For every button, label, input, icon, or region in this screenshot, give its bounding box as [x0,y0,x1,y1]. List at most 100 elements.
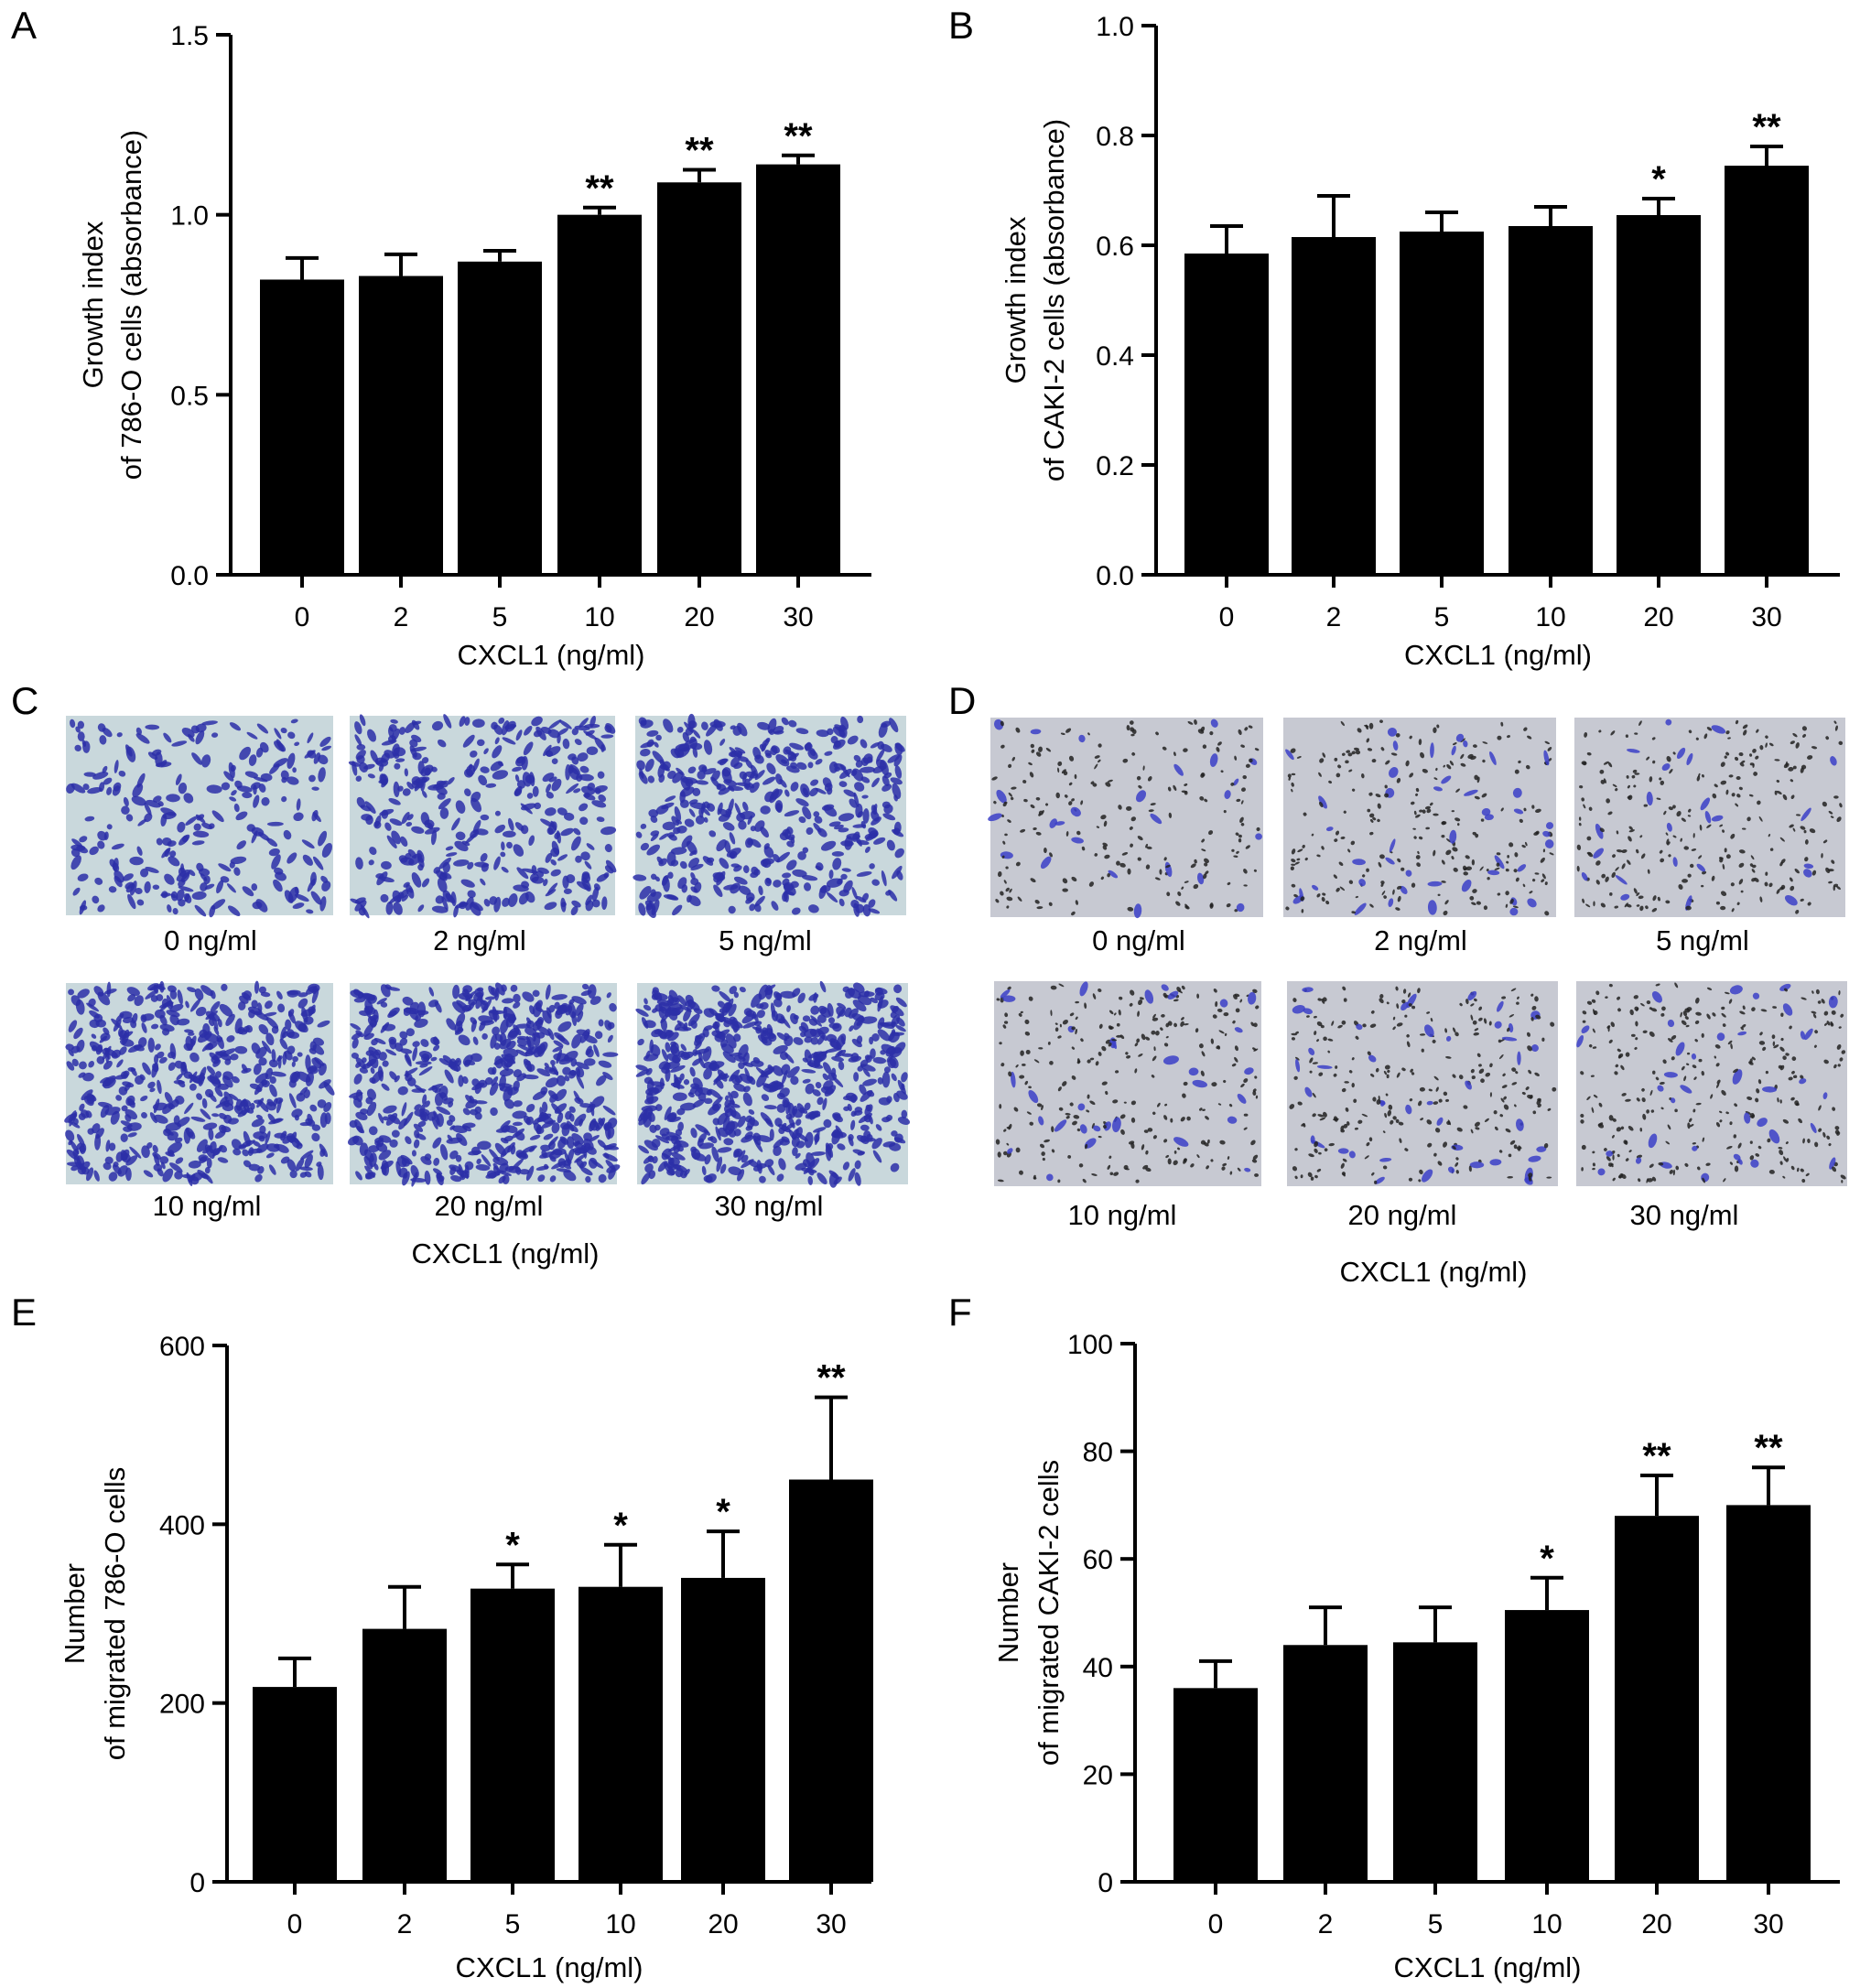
x-tick-label: 5 [1428,1909,1444,1939]
panel-letter-a: A [11,4,37,47]
significance-marker: ** [784,116,813,157]
micrograph-image [633,713,906,919]
bar [1292,237,1376,575]
y-axis-title-line-2: of CAKI-2 cells (absorbance) [1038,119,1070,481]
bar [557,214,642,575]
micrograph-image [635,980,911,1188]
y-axis-title-line-1: Number [992,1562,1024,1663]
micrograph-caption: 30 ng/ml [1630,1199,1739,1231]
micrograph-caption: 30 ng/ml [715,1190,824,1222]
bar [253,1687,337,1882]
significance-marker: ** [1642,1436,1671,1476]
x-tick-label: 5 [505,1909,521,1939]
micrograph-image [66,716,333,918]
x-tick-label: 0 [287,1909,303,1939]
bar [1283,1645,1368,1882]
micrograph-panel-c: C 0 ng/ml 2 ng/ml 5 ng/ml 10 ng/ml 20 ng… [11,679,911,1270]
micrograph-image [1283,718,1556,917]
micrograph-panel-d: D 0 ng/ml 2 ng/ml 5 ng/ml 10 ng/ml 20 ng… [948,679,1847,1288]
y-tick-label: 0.0 [170,561,209,591]
panel-letter-c: C [11,679,38,722]
micrograph-caption: 2 ng/ml [1374,924,1467,956]
y-tick-label: 60 [1083,1545,1113,1575]
significance-marker: * [1540,1539,1554,1579]
micrograph-image [1287,981,1558,1186]
y-tick-label: 200 [159,1690,205,1720]
x-tick-label: 2 [1326,602,1342,632]
x-tick-label: 2 [397,1909,413,1939]
bar [1173,1688,1258,1882]
y-tick-label: 600 [159,1332,205,1362]
micrograph-image [988,718,1263,919]
x-tick-label: 10 [1535,602,1565,632]
x-tick-label: 20 [1641,1909,1671,1939]
panel-letter-e: E [11,1291,37,1334]
bar [1615,1516,1699,1882]
micrograph-caption: 5 ng/ml [1656,924,1749,956]
micrograph-caption: 5 ng/ml [719,924,812,956]
y-tick-label: 1.0 [170,201,209,232]
y-axis-title-line-1: Number [59,1563,91,1664]
micrograph-caption: 0 ng/ml [1092,924,1185,956]
bar [1400,232,1484,575]
bar [1393,1642,1477,1882]
y-axis-title-line-2: of 786-O cells (absorbance) [115,130,147,481]
x-tick-label: 20 [684,602,714,632]
y-tick-label: 400 [159,1510,205,1540]
bar [579,1586,663,1882]
micrograph-image [1576,981,1847,1186]
micrograph-caption: 20 ng/ml [1348,1199,1457,1231]
bar [1505,1610,1589,1882]
bar [1509,226,1593,575]
bar [1726,1505,1811,1882]
panel-letter-b: B [948,4,974,47]
x-tick-label: 20 [708,1909,738,1939]
y-tick-label: 0.8 [1096,122,1134,152]
significance-marker: ** [685,131,714,171]
x-tick-label: 30 [1753,1909,1783,1939]
micrograph-caption: 0 ng/ml [164,924,257,956]
micrograph-image [994,981,1261,1186]
chart-b: B *** 0.00.20.40.60.81.0 0 2 5 10 20 30 Growt… [948,4,1840,671]
significance-marker: * [716,1492,730,1532]
y-tick-label: 20 [1083,1760,1113,1790]
micrograph-caption: 2 ng/ml [433,924,526,956]
y-axis-title-line-1: Growth index [77,221,109,388]
y-tick-label: 0.6 [1096,232,1134,262]
x-axis-title: CXCL1 (ng/ml) [1404,639,1592,671]
x-tick-label: 10 [605,1909,635,1939]
x-tick-label: 30 [816,1909,846,1939]
bar [657,182,741,575]
y-tick-label: 40 [1083,1653,1113,1683]
y-axis-title-line-1: Growth index [1000,216,1032,384]
x-tick-label: 0 [1219,602,1235,632]
significance-marker: * [505,1525,520,1565]
bar [1184,254,1269,575]
x-tick-label: 2 [1318,1909,1334,1939]
y-axis-title-line-2: of migrated CAKI-2 cells [1033,1460,1065,1766]
bar [458,261,542,575]
bar [359,276,443,575]
x-tick-label: 5 [492,602,508,632]
x-axis-title: CXCL1 (ng/ml) [1340,1256,1528,1288]
significance-marker: ** [1752,107,1781,147]
bar [681,1577,765,1882]
y-tick-label: 1.5 [170,21,209,51]
y-tick-label: 0.5 [170,381,209,411]
y-tick-label: 100 [1067,1330,1113,1360]
x-tick-label: 0 [1208,1909,1224,1939]
y-tick-label: 1.0 [1096,12,1134,42]
bar [362,1628,447,1882]
bar [1725,166,1809,575]
y-tick-label: 0 [1098,1868,1113,1898]
significance-marker: ** [1754,1428,1783,1468]
chart-a: A ** ** ** 0.0 0.5 1.0 1.5 0 2 5 10 20 30 Growth i… [11,4,871,671]
x-axis-title: CXCL1 (ng/ml) [456,1951,643,1983]
x-axis-title: CXCL1 (ng/ml) [1394,1951,1582,1983]
significance-marker: * [613,1506,628,1546]
bar [1617,215,1701,575]
x-tick-label: 10 [1531,1909,1562,1939]
